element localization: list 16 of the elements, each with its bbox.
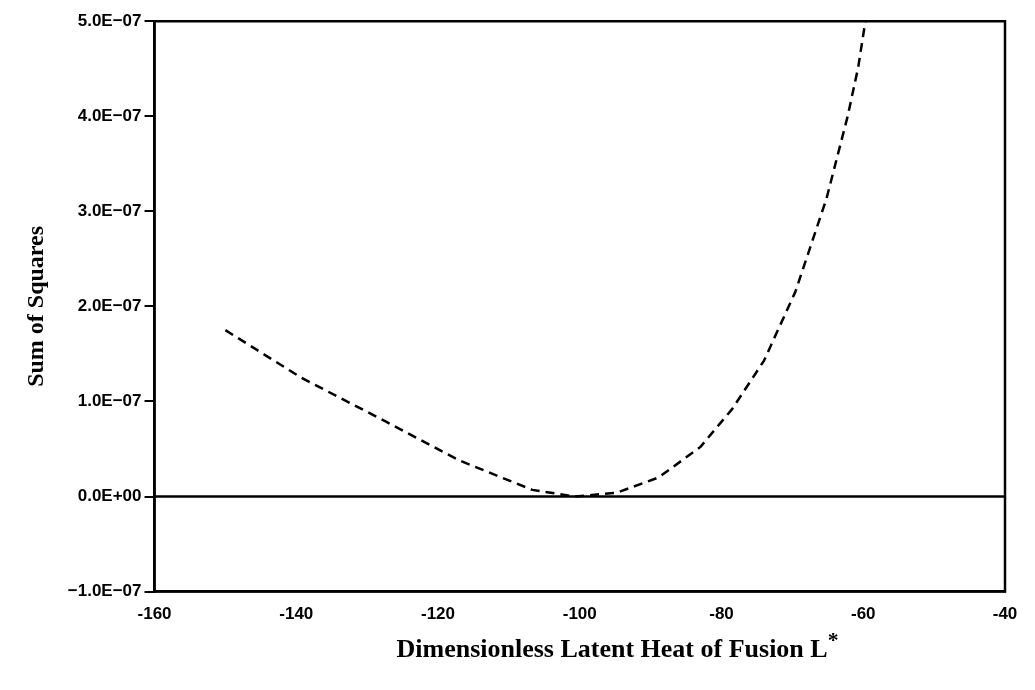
y-tick-label: 5.0E−07 <box>77 10 142 30</box>
y-tick-label: 3.0E−07 <box>77 201 142 221</box>
y-tick-label: −1.0E−07 <box>67 581 142 601</box>
y-tick-label: 4.0E−07 <box>77 105 142 125</box>
x-tick-label: -40 <box>992 604 1018 624</box>
y-tick-label: 0.0E+00 <box>77 486 142 506</box>
x-tick-label: -60 <box>850 604 876 624</box>
y-tick-label: 1.0E−07 <box>77 391 142 411</box>
x-tick-label: -120 <box>421 604 456 624</box>
x-axis-title: Dimensionless Latent Heat of Fusion L$^{*}$ <box>395 628 840 664</box>
y-axis-title: Sum of Squares <box>21 225 48 387</box>
x-tick-label: -160 <box>137 604 172 624</box>
x-tick-label: -140 <box>279 604 314 624</box>
x-tick-label: -80 <box>709 604 734 624</box>
y-tick-label: 2.0E−07 <box>77 296 142 316</box>
x-tick-label: -100 <box>562 604 597 624</box>
